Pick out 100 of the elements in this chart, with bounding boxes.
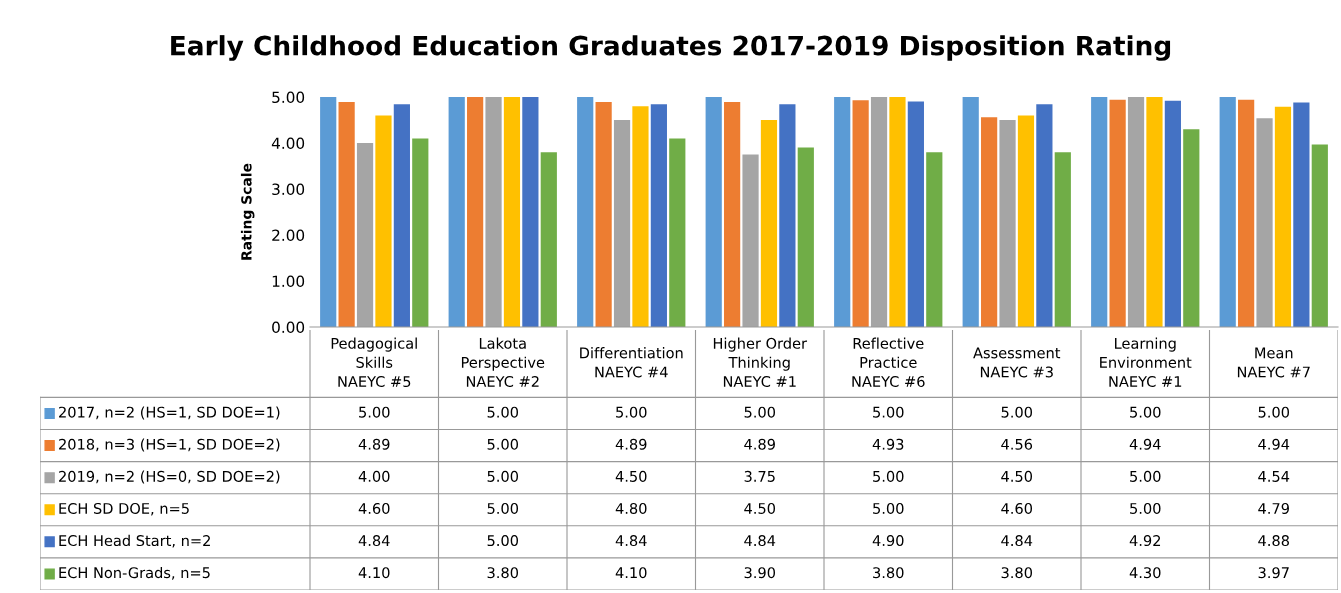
bar (1293, 102, 1310, 327)
bar (669, 138, 686, 327)
data-label: 3.80 (873, 567, 904, 579)
x-tick-label: Reflective Practice NAEYC #6 (852, 337, 925, 388)
data-label: 5.00 (487, 438, 519, 450)
bar (448, 97, 465, 327)
bar (1109, 99, 1126, 327)
bar (981, 117, 998, 327)
data-label: 5.00 (1258, 406, 1290, 418)
data-label: 4.10 (615, 567, 647, 579)
bar (503, 97, 521, 327)
data-label: 5.00 (873, 406, 904, 418)
bar (467, 97, 484, 327)
legend-label: ECH SD DOE, n=5 (59, 502, 189, 516)
bar (1164, 100, 1181, 327)
bar (1036, 104, 1053, 327)
data-label: 4.84 (744, 535, 776, 547)
legend-label: ECH Head Start, n=2 (59, 534, 210, 548)
data-label: 4.56 (1001, 438, 1033, 450)
data-label: 4.50 (615, 470, 647, 482)
data-label: 4.94 (1258, 438, 1290, 450)
data-label: 5.00 (487, 535, 519, 547)
data-label: 3.80 (487, 567, 519, 579)
legend-label: 2019, n=2 (HS=0, SD DOE=2) (59, 470, 280, 484)
data-label: 5.00 (616, 406, 647, 418)
data-label: 5.00 (359, 406, 390, 418)
x-tick-label: Assessment NAEYC #3 (973, 347, 1061, 378)
bar (522, 97, 539, 327)
bar (393, 104, 410, 327)
data-label: 4.50 (1001, 470, 1033, 482)
bar (797, 147, 814, 327)
data-label: 4.93 (872, 438, 904, 450)
y-tick-label: 5.00 (272, 91, 305, 104)
bar (1146, 97, 1163, 327)
bar (632, 106, 649, 327)
x-tick-label: Pedagogical Skills NAEYC #5 (331, 337, 417, 388)
bar (889, 97, 906, 327)
data-label: 5.00 (487, 406, 519, 418)
bar (595, 102, 612, 327)
bar (1238, 99, 1255, 327)
x-tick-label: Lakota Perspective NAEYC #2 (461, 337, 545, 388)
data-label: 4.60 (1001, 502, 1033, 514)
data-label: 4.30 (1129, 567, 1161, 579)
data-label: 4.89 (615, 438, 647, 450)
data-label: 5.00 (1130, 502, 1161, 514)
bar (1183, 129, 1200, 327)
data-label: 4.90 (872, 535, 904, 547)
bar (852, 100, 869, 327)
bar (540, 152, 557, 327)
data-label: 3.90 (744, 567, 776, 579)
x-tick-label: Differentiation NAEYC #4 (580, 347, 683, 378)
data-label: 3.75 (744, 470, 775, 482)
bar (724, 102, 741, 327)
data-label: 4.84 (615, 535, 647, 547)
data-label: 5.00 (1001, 406, 1033, 418)
bar (1219, 97, 1236, 327)
data-label: 4.50 (744, 502, 776, 514)
bar (1017, 115, 1035, 327)
y-tick-label: 2.00 (272, 229, 305, 242)
data-label: 4.10 (358, 567, 390, 579)
bar (412, 138, 429, 327)
data-label: 4.79 (1258, 502, 1289, 514)
bar (1091, 97, 1108, 327)
data-label: 5.00 (1130, 470, 1161, 482)
data-label: 4.54 (1258, 471, 1290, 482)
data-label: 5.00 (1130, 406, 1161, 418)
bar (650, 104, 667, 327)
bar (834, 97, 851, 327)
data-label: 4.89 (744, 438, 775, 450)
data-label: 4.84 (1001, 535, 1033, 547)
legend-label: 2018, n=3 (HS=1, SD DOE=2) (59, 438, 280, 452)
data-label: 5.00 (487, 502, 519, 514)
data-label: 4.89 (358, 438, 390, 450)
x-tick-label: Higher Order Thinking NAEYC #1 (713, 337, 808, 388)
data-label: 5.00 (873, 470, 904, 482)
bar (705, 97, 722, 327)
y-tick-label: 4.00 (271, 137, 305, 150)
bar (1274, 106, 1292, 327)
bar (577, 97, 594, 327)
data-label: 4.88 (1258, 535, 1289, 547)
bar (926, 152, 943, 327)
bar (1311, 144, 1328, 327)
bar (962, 97, 979, 327)
bar (1054, 152, 1071, 327)
chart-title: Early Childhood Education Graduates 2017-2019 Disposition Rating (171, 35, 1171, 61)
data-label: 4.84 (358, 535, 390, 547)
bar (375, 115, 392, 327)
data-label: 5.00 (744, 406, 776, 418)
data-label: 5.00 (873, 502, 904, 514)
bar (907, 101, 924, 327)
y-axis-title: Rating Scale (240, 163, 255, 260)
data-label: 3.97 (1258, 567, 1289, 579)
bar (760, 120, 778, 327)
legend-label: ECH Non-Grads, n=5 (59, 566, 210, 580)
bar (779, 104, 796, 327)
x-tick-label: Learning Environment NAEYC #1 (1100, 337, 1192, 388)
bar (320, 97, 337, 327)
data-label: 3.80 (1001, 567, 1033, 579)
data-label: 4.60 (358, 502, 390, 514)
y-tick-label: 1.00 (272, 275, 305, 288)
